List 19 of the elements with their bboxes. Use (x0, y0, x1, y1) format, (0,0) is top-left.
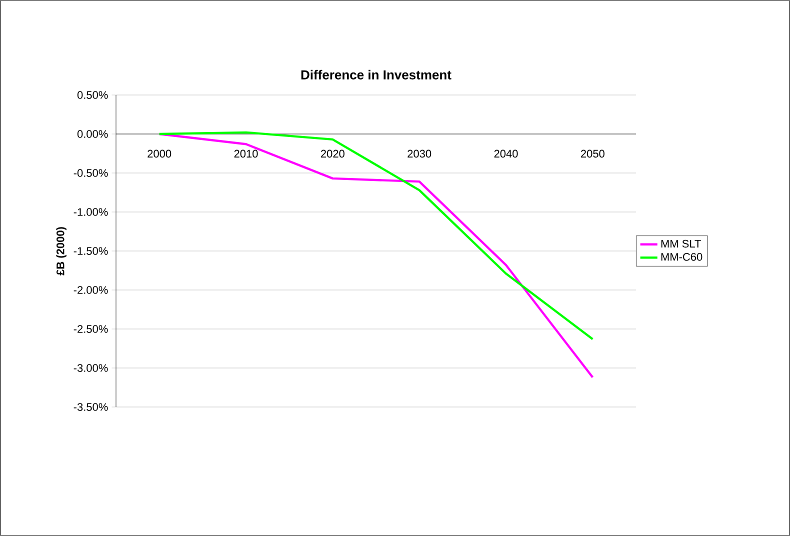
x-tick-label: 2040 (494, 150, 518, 158)
x-tick-label: 2000 (148, 150, 172, 158)
legend-label: MM-C60 (661, 253, 702, 261)
y-tick-label: -3.50% (74, 403, 108, 411)
legend-label: MM SLT (661, 240, 701, 248)
y-tick-label: -1.00% (74, 208, 108, 216)
y-axis-title: £B (2000) (56, 227, 66, 276)
y-tick-label: -3.00% (74, 364, 108, 372)
x-tick-label: 2050 (580, 150, 604, 158)
y-tick-label: -2.50% (74, 325, 108, 333)
x-tick-label: 2020 (320, 150, 344, 158)
y-tick-label: -1.50% (74, 247, 108, 255)
y-tick-label: -0.50% (74, 169, 108, 177)
chart-title: Difference in Investment (301, 70, 452, 80)
y-tick-label: -2.00% (74, 286, 108, 294)
x-tick-label: 2030 (408, 150, 432, 158)
y-tick-label: 0.00% (77, 130, 108, 138)
x-tick-label: 2010 (234, 150, 258, 158)
y-tick-label: 0.50% (77, 91, 108, 99)
